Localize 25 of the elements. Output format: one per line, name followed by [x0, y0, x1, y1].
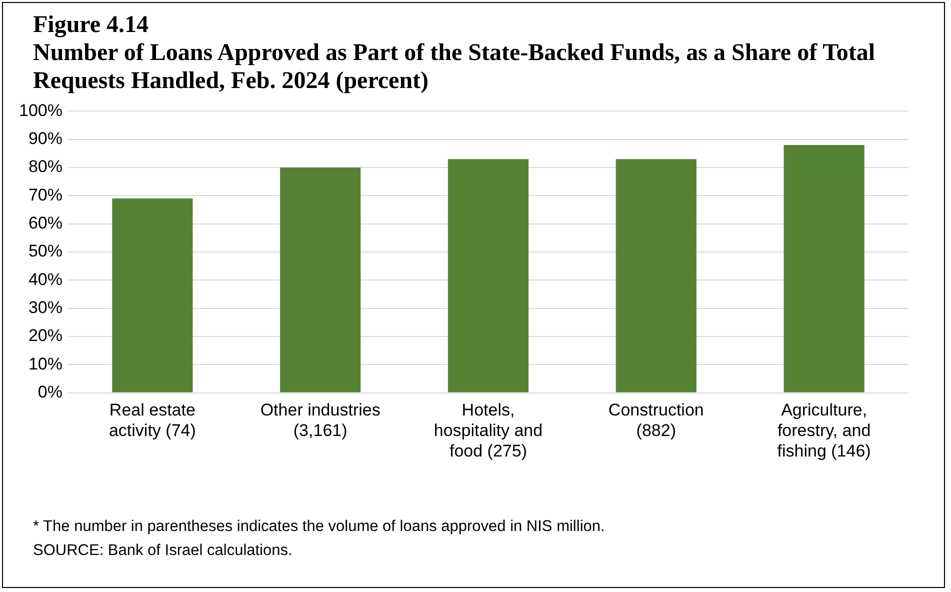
text: * The number in parentheses indicates the volume of loans approved in NIS million. [33, 517, 605, 537]
y-tick-label: 100% [18, 100, 62, 120]
y-tick-label: 0% [38, 382, 62, 402]
y-tick-label: 80% [28, 157, 62, 176]
bar [616, 159, 696, 392]
y-tick-label: 50% [28, 242, 62, 261]
x-tick-label: Other industries (3,161) [260, 400, 380, 440]
bar [784, 144, 864, 392]
chart-subtitle: Number of Loans Approved as Part of the State-Backed Funds, as a Share of Total Requests Handled, Feb. 2024 (percent) [33, 39, 876, 95]
bar [280, 168, 361, 392]
x-tick-label: Hotels, hospitality and food (275) [434, 400, 543, 460]
y-tick-label: 30% [28, 298, 62, 318]
y-tick-label: 90% [28, 129, 62, 148]
x-tick-label: Real estate activity (74) [108, 400, 196, 440]
y-tick-label: 70% [28, 185, 62, 204]
chart-title: Figure 4.14 [33, 11, 150, 39]
x-tick-label: Construction (882) [608, 400, 704, 440]
x-tick-label: Agriculture, forestry, and fishing (146) [777, 400, 871, 460]
source-note: SOURCE: Bank of Israel calculations. [33, 541, 294, 561]
y-tick-label: 10% [28, 354, 62, 374]
y-tick-label: 60% [28, 214, 62, 233]
bar [112, 198, 193, 392]
y-tick-label: 40% [28, 270, 62, 289]
bar [448, 159, 529, 392]
y-tick-label: 20% [28, 326, 62, 346]
